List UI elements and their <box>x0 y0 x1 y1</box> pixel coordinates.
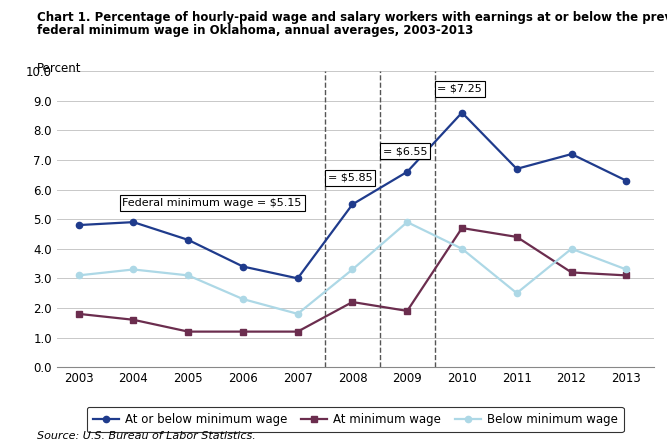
Text: federal minimum wage in Oklahoma, annual averages, 2003-2013: federal minimum wage in Oklahoma, annual… <box>37 24 473 37</box>
At or below minimum wage <box>513 166 521 171</box>
At or below minimum wage <box>239 264 247 269</box>
At or below minimum wage <box>184 237 192 243</box>
Legend: At or below minimum wage, At minimum wage, Below minimum wage: At or below minimum wage, At minimum wag… <box>87 407 624 432</box>
At minimum wage <box>75 311 83 316</box>
At minimum wage <box>513 234 521 239</box>
Below minimum wage <box>568 246 576 251</box>
At minimum wage <box>568 270 576 275</box>
At or below minimum wage <box>129 219 137 225</box>
Below minimum wage <box>458 246 466 251</box>
At or below minimum wage <box>404 169 412 174</box>
Below minimum wage <box>293 311 301 316</box>
Text: = $6.55: = $6.55 <box>383 146 427 156</box>
Text: = $5.85: = $5.85 <box>327 173 372 183</box>
At minimum wage <box>622 273 630 278</box>
At or below minimum wage <box>293 275 301 281</box>
Text: Percent: Percent <box>37 62 81 75</box>
Below minimum wage <box>404 219 412 225</box>
Text: = $7.25: = $7.25 <box>438 84 482 94</box>
At or below minimum wage <box>622 178 630 183</box>
Below minimum wage <box>75 273 83 278</box>
Text: Chart 1. Percentage of hourly-paid wage and salary workers with earnings at or b: Chart 1. Percentage of hourly-paid wage … <box>37 11 667 24</box>
At minimum wage <box>129 317 137 323</box>
At minimum wage <box>239 329 247 334</box>
At minimum wage <box>404 308 412 314</box>
Text: Source: U.S. Bureau of Labor Statistics.: Source: U.S. Bureau of Labor Statistics. <box>37 431 255 441</box>
At or below minimum wage <box>348 202 356 207</box>
Line: Below minimum wage: Below minimum wage <box>75 219 630 317</box>
Below minimum wage <box>184 273 192 278</box>
At minimum wage <box>458 225 466 231</box>
At or below minimum wage <box>75 222 83 228</box>
Line: At or below minimum wage: At or below minimum wage <box>75 109 630 282</box>
Below minimum wage <box>239 296 247 302</box>
At minimum wage <box>293 329 301 334</box>
At minimum wage <box>184 329 192 334</box>
Text: Federal minimum wage = $5.15: Federal minimum wage = $5.15 <box>123 198 301 208</box>
Below minimum wage <box>622 267 630 272</box>
At or below minimum wage <box>458 110 466 115</box>
At or below minimum wage <box>568 151 576 157</box>
Below minimum wage <box>348 267 356 272</box>
Below minimum wage <box>513 291 521 296</box>
Line: At minimum wage: At minimum wage <box>75 225 630 335</box>
At minimum wage <box>348 299 356 305</box>
Below minimum wage <box>129 267 137 272</box>
